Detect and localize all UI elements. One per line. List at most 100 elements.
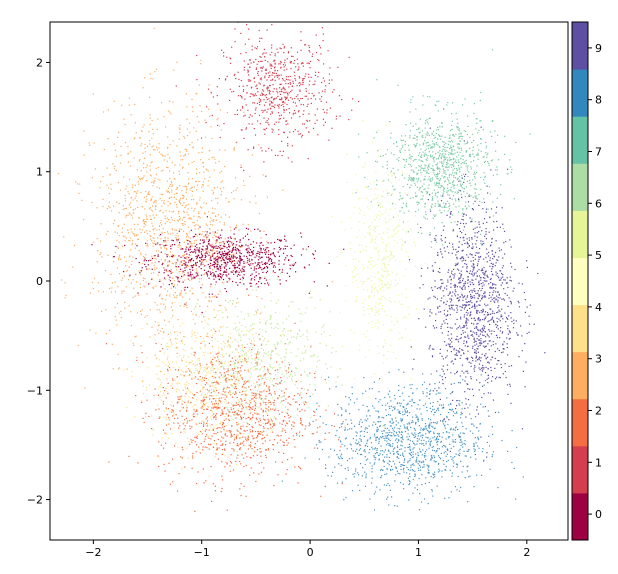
- data-point: [158, 151, 160, 153]
- data-point: [172, 315, 174, 317]
- data-point: [134, 336, 136, 338]
- data-point: [207, 235, 209, 237]
- data-point: [187, 243, 189, 245]
- data-point: [206, 368, 208, 370]
- data-point: [371, 321, 373, 323]
- data-point: [364, 299, 366, 301]
- data-point: [244, 430, 246, 432]
- data-point: [196, 202, 198, 204]
- data-point: [287, 52, 289, 54]
- data-point: [243, 269, 245, 271]
- data-point: [378, 203, 380, 205]
- data-point: [374, 197, 376, 200]
- data-point: [209, 232, 211, 234]
- data-point: [182, 275, 184, 277]
- data-point: [239, 255, 241, 257]
- data-point: [244, 393, 246, 395]
- data-point: [302, 62, 304, 64]
- data-point: [386, 299, 388, 301]
- data-point: [302, 123, 304, 125]
- data-point: [261, 150, 263, 152]
- data-point: [170, 342, 172, 344]
- data-point: [243, 283, 245, 285]
- data-point: [166, 414, 168, 416]
- data-point: [99, 253, 101, 255]
- data-point: [384, 283, 386, 285]
- data-point: [217, 124, 219, 126]
- data-point: [274, 62, 276, 64]
- data-point: [222, 365, 224, 367]
- data-point: [107, 138, 109, 140]
- data-point: [241, 410, 243, 412]
- data-point: [141, 143, 143, 145]
- data-point: [179, 245, 181, 247]
- data-point: [257, 91, 259, 93]
- data-point: [229, 390, 231, 392]
- data-point: [186, 233, 188, 235]
- data-point: [224, 378, 227, 380]
- data-point: [222, 390, 224, 392]
- data-point: [264, 338, 266, 340]
- data-point: [367, 232, 369, 234]
- data-point: [167, 146, 169, 148]
- data-point: [267, 368, 269, 370]
- data-point: [265, 101, 267, 103]
- data-point: [212, 405, 214, 407]
- data-point: [260, 471, 262, 473]
- data-point: [118, 312, 120, 314]
- data-point: [139, 228, 141, 230]
- data-point: [400, 303, 402, 305]
- data-point: [254, 93, 257, 95]
- data-point: [178, 170, 180, 172]
- cluster-0-points: [91, 216, 345, 314]
- data-point: [238, 245, 240, 247]
- data-point: [160, 382, 162, 384]
- data-point: [254, 402, 256, 404]
- data-point: [206, 425, 208, 427]
- data-point: [164, 203, 166, 205]
- data-point: [171, 302, 173, 304]
- data-point: [204, 404, 206, 406]
- data-point: [305, 127, 307, 129]
- data-point: [186, 128, 188, 130]
- data-point: [223, 372, 226, 374]
- data-point: [225, 391, 227, 393]
- data-point: [216, 264, 218, 266]
- data-point: [284, 62, 286, 64]
- data-point: [250, 446, 252, 448]
- data-point: [235, 266, 237, 269]
- data-point: [227, 402, 229, 404]
- data-point: [292, 101, 294, 103]
- data-point: [277, 276, 279, 278]
- data-point: [258, 101, 261, 103]
- data-point: [162, 447, 165, 449]
- data-point: [401, 244, 403, 246]
- data-point: [296, 51, 299, 53]
- data-point: [318, 92, 320, 94]
- data-point: [142, 279, 144, 281]
- data-point: [274, 79, 276, 82]
- data-point: [117, 285, 119, 287]
- data-point: [267, 108, 269, 110]
- data-point: [228, 419, 230, 421]
- data-point: [390, 280, 392, 282]
- data-point: [265, 121, 267, 123]
- data-point: [171, 317, 173, 319]
- data-point: [253, 95, 255, 97]
- data-point: [200, 287, 202, 289]
- data-point: [243, 184, 245, 187]
- data-point: [184, 349, 186, 352]
- data-point: [151, 137, 153, 139]
- data-point: [220, 491, 222, 493]
- data-point: [346, 153, 348, 155]
- data-point: [268, 389, 270, 391]
- data-point: [161, 231, 163, 233]
- data-point: [163, 352, 165, 354]
- data-point: [249, 400, 251, 402]
- data-point: [374, 314, 376, 316]
- data-point: [267, 414, 269, 416]
- data-point: [292, 55, 294, 58]
- data-point: [228, 245, 230, 247]
- data-point: [189, 131, 191, 133]
- data-point: [174, 255, 176, 257]
